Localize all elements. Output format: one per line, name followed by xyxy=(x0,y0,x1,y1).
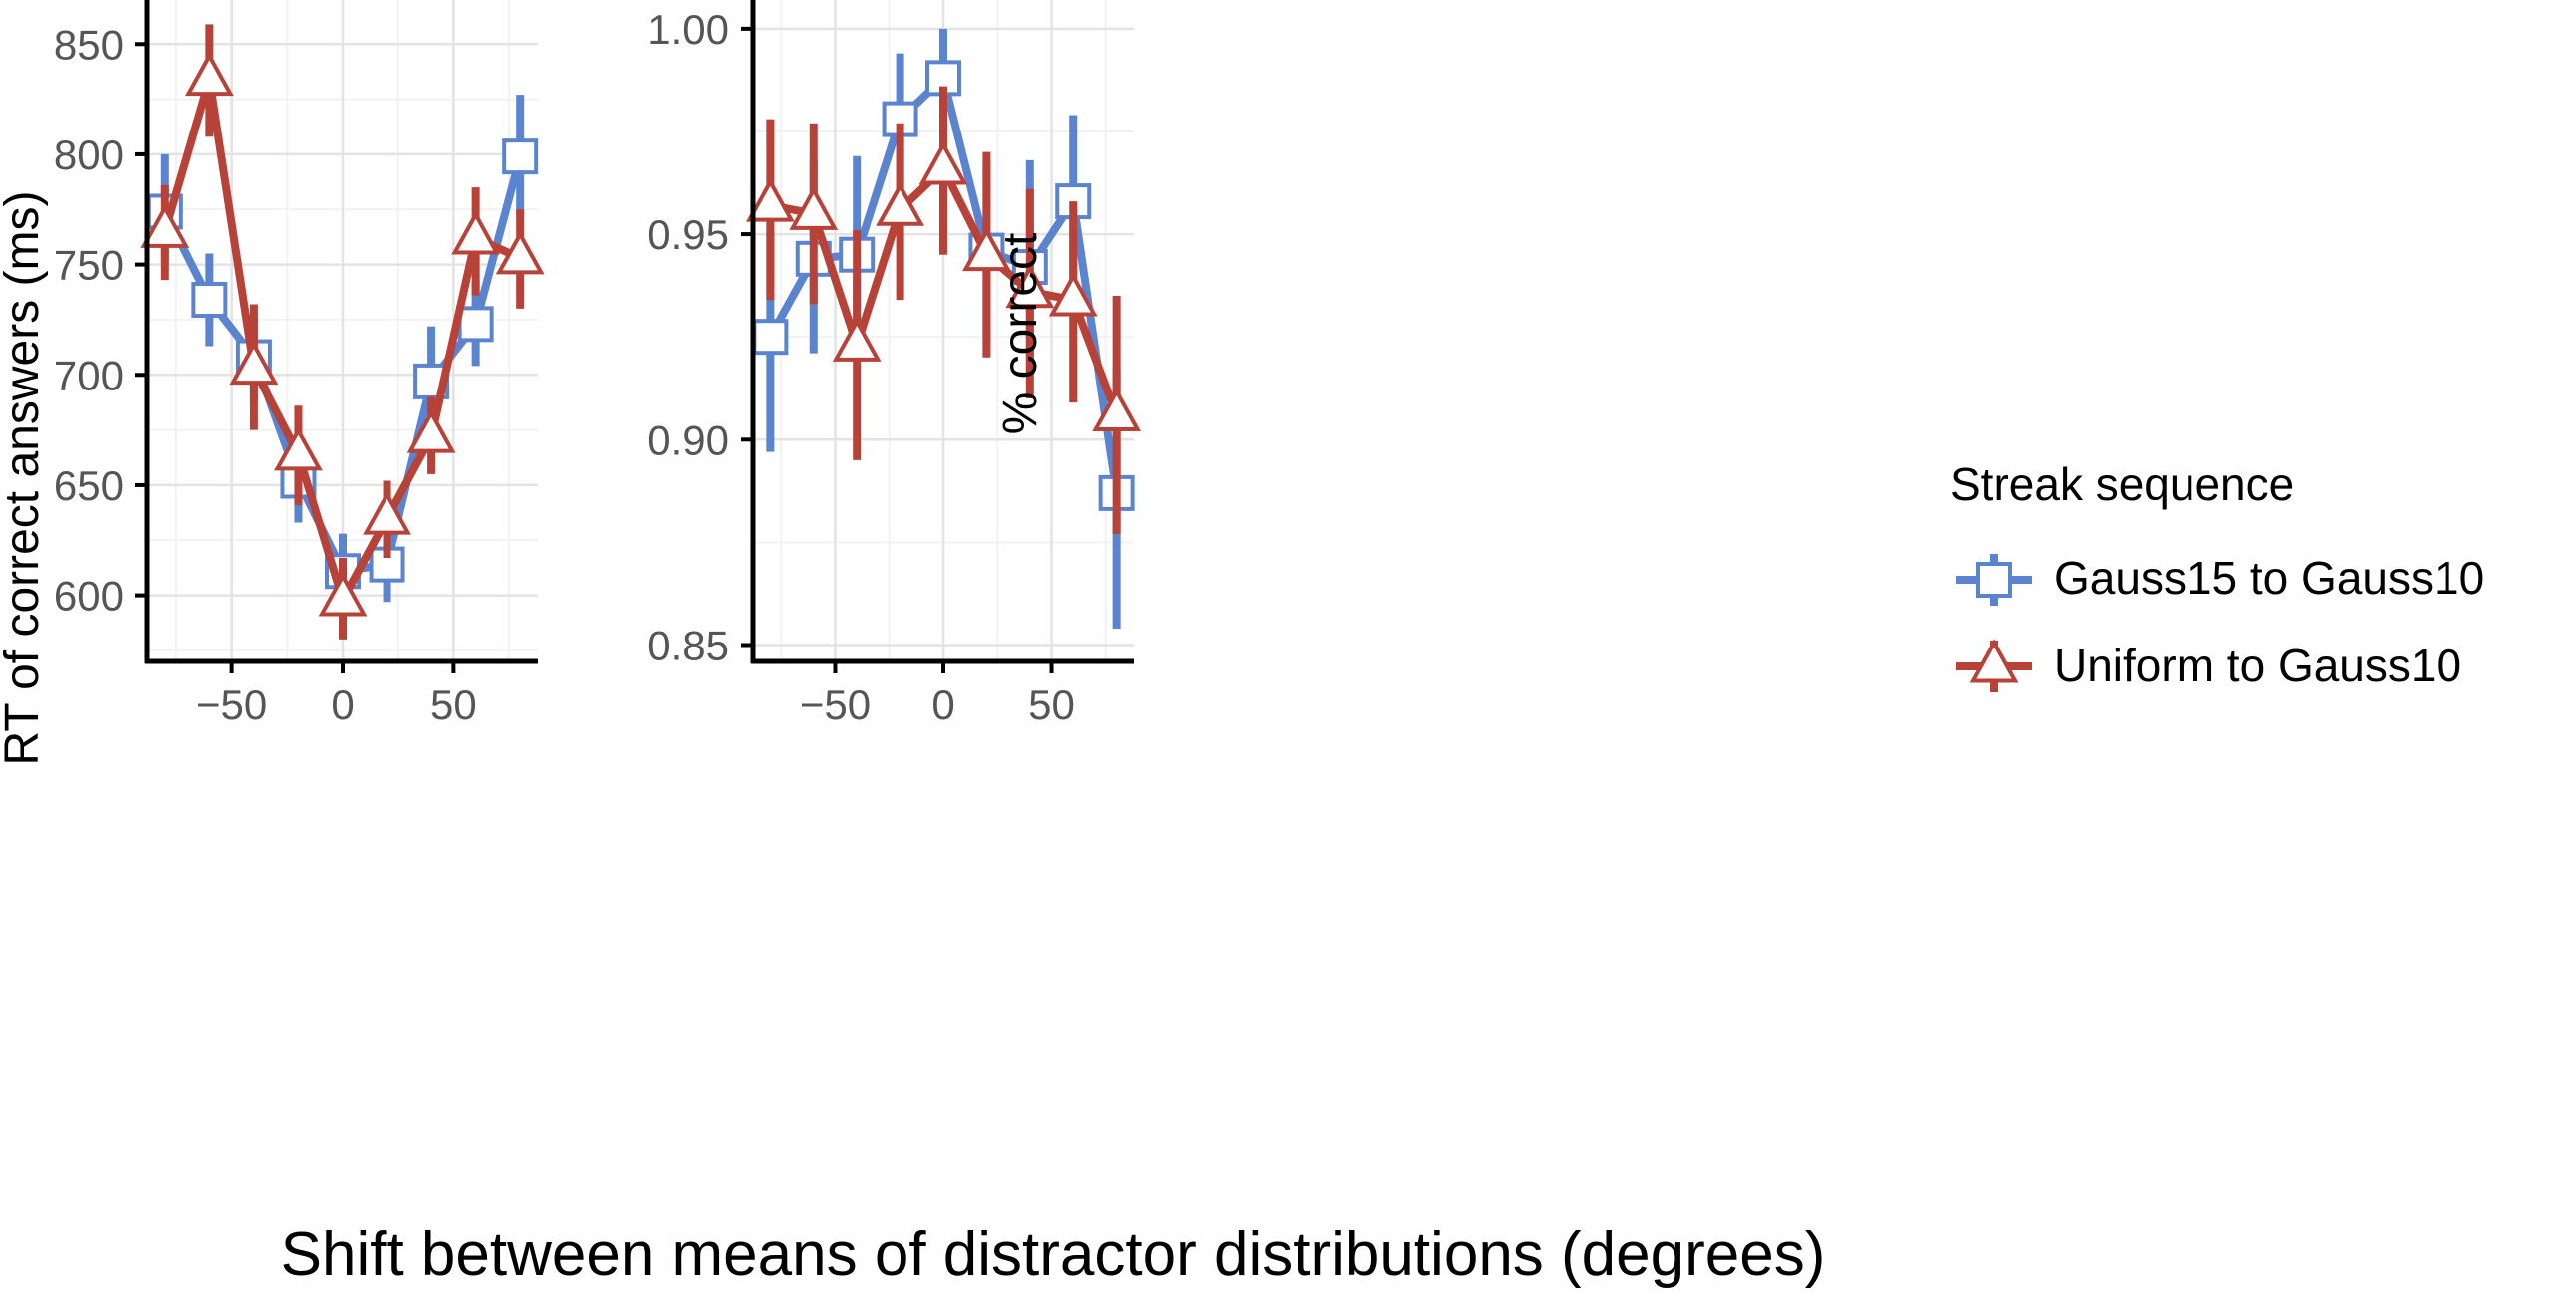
rt-y-tick-label: 700 xyxy=(54,352,124,398)
accuracy-x-tick-label: 0 xyxy=(931,681,954,728)
accuracy-point-triangle xyxy=(832,317,882,362)
legend-label-uniform: Uniform to Gauss10 xyxy=(2054,640,2461,691)
rt-y-axis-title: RT of correct answers (ms) xyxy=(0,190,49,765)
accuracy-y-tick-label: 0.90 xyxy=(647,416,729,463)
rt-point-triangle xyxy=(363,490,411,535)
rt-x-tick-label: 0 xyxy=(331,681,354,728)
legend-label-gauss15: Gauss15 to Gauss10 xyxy=(2054,552,2484,604)
accuracy-series xyxy=(745,28,1142,630)
rt-x-tick-label: −50 xyxy=(196,681,267,728)
rt-tick-labels: −50 0 50 600 650 700 750 800 850 xyxy=(54,21,477,728)
legend-title: Streak sequence xyxy=(1950,458,2294,510)
accuracy-y-axis-title: % correct xyxy=(994,233,1047,435)
accuracy-point-triangle xyxy=(876,181,924,226)
legend-item-gauss15: Gauss15 to Gauss10 xyxy=(1956,552,2484,606)
accuracy-panel: −50 0 50 0.85 0.90 0.95 1.00 % correct xyxy=(647,0,1142,728)
rt-point-square xyxy=(191,282,228,319)
accuracy-axes xyxy=(741,0,1134,673)
accuracy-point-triangle xyxy=(962,227,1011,272)
accuracy-point-triangle xyxy=(789,185,839,230)
accuracy-point-triangle xyxy=(918,140,968,185)
accuracy-gridlines xyxy=(753,0,1134,661)
rt-y-tick-label: 800 xyxy=(54,131,124,178)
accuracy-point-triangle xyxy=(1092,387,1142,431)
legend-item-uniform: Uniform to Gauss10 xyxy=(1956,639,2461,692)
rt-point-triangle xyxy=(406,408,456,453)
accuracy-y-tick-label: 1.00 xyxy=(647,6,729,53)
accuracy-point-triangle xyxy=(745,177,795,222)
rt-series xyxy=(140,24,545,640)
rt-point-square xyxy=(502,138,539,175)
legend: Streak sequence Gauss15 to Gauss10 Unifo… xyxy=(1950,458,2484,692)
rt-point-triangle xyxy=(184,51,234,97)
rt-series-uniform xyxy=(140,24,545,640)
rt-x-tick-label: 50 xyxy=(430,681,477,728)
x-axis-title: Shift between means of distractor distri… xyxy=(281,1220,1826,1289)
accuracy-x-tick-label: −50 xyxy=(800,681,871,728)
accuracy-point-square xyxy=(752,319,789,356)
accuracy-y-tick-label: 0.85 xyxy=(647,623,729,669)
rt-y-tick-label: 600 xyxy=(54,573,124,620)
rt-point-triangle xyxy=(274,426,323,471)
rt-point-triangle xyxy=(495,230,545,275)
rt-panel: −50 0 50 600 650 700 750 800 850 RT of correct a… xyxy=(0,0,545,766)
legend-key-marker xyxy=(1969,639,2019,683)
legend-key-marker xyxy=(1976,562,2012,598)
accuracy-y-tick-label: 0.95 xyxy=(647,211,729,258)
rt-y-tick-label: 850 xyxy=(54,21,124,68)
rt-axes xyxy=(135,0,538,673)
rt-point-triangle xyxy=(318,572,368,617)
rt-point-triangle xyxy=(451,210,501,255)
accuracy-point-triangle xyxy=(1005,264,1055,309)
accuracy-series-uniform xyxy=(745,86,1142,535)
accuracy-tick-labels: −50 0 50 0.85 0.90 0.95 1.00 xyxy=(647,6,1075,728)
legend-key-triangle-icon xyxy=(1956,639,2032,692)
legend-key-square-icon xyxy=(1956,554,2032,606)
rt-point-triangle xyxy=(229,340,279,386)
accuracy-x-tick-label: 50 xyxy=(1028,681,1075,728)
rt-point-triangle xyxy=(140,203,190,248)
rt-y-tick-label: 650 xyxy=(54,462,124,509)
rt-point-square xyxy=(457,306,494,343)
rt-y-tick-label: 750 xyxy=(54,242,124,289)
accuracy-point-triangle xyxy=(1048,272,1098,317)
